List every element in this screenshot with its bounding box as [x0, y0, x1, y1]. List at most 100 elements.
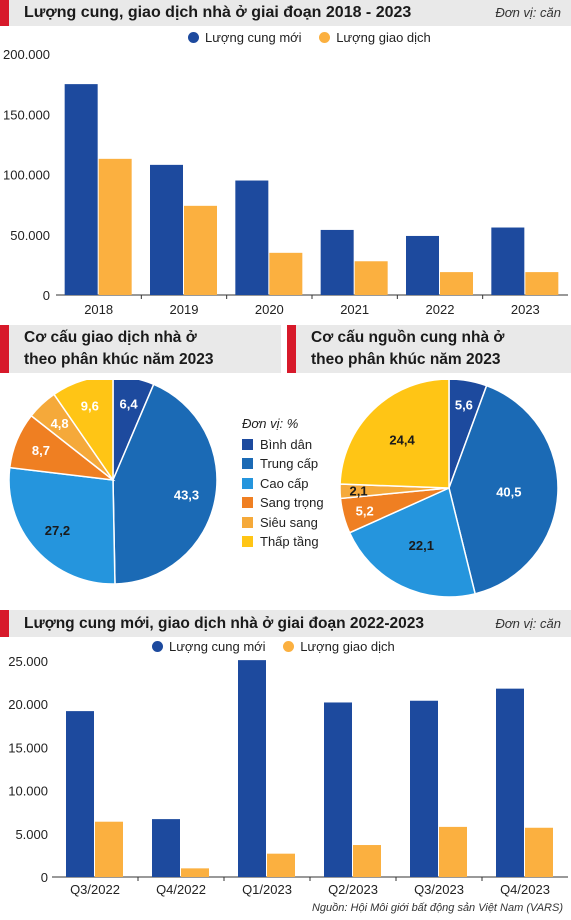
- supply-bar: [320, 229, 354, 295]
- pie-value-label: 6,4: [120, 397, 139, 412]
- y-tick-label: 10.000: [8, 784, 48, 799]
- transaction-bar: [267, 853, 295, 877]
- transaction-bar: [95, 821, 123, 877]
- quarterly-bar-chart: 0 5.000 10.000 15.000 20.000 25.000 Q3/2022 Q4/…: [8, 654, 568, 897]
- pie-legend-item: Trung cấp: [242, 456, 324, 475]
- section1-header: Lượng cung, giao dịch nhà ở giai đoạn 20…: [0, 0, 571, 26]
- pie-legend-item: Cao cấp: [242, 476, 324, 495]
- segment-swatch: [242, 458, 253, 470]
- pie-legend-label: Thấp tầng: [260, 533, 319, 549]
- pie-slice: [112, 383, 218, 585]
- supply-bar: [406, 235, 439, 295]
- y-tick-label: 200.000: [3, 47, 50, 62]
- supply-bar: [410, 700, 438, 877]
- pie-legend-item: Thấp tầng: [242, 534, 324, 553]
- pie-slice: [52, 380, 114, 483]
- header-accent-bar: [0, 325, 9, 373]
- pie-legend-label: Siêu sang: [260, 514, 318, 530]
- x-tick-label: Q1/2023: [242, 882, 292, 897]
- legend-transaction-label: Lượng giao dịch: [336, 30, 431, 45]
- legend-item-supply: Lượng cung mới: [188, 30, 302, 45]
- section4-header: Lượng cung mới, giao dịch nhà ở giai đoạ…: [0, 610, 571, 637]
- x-tick-label: Q2/2023: [328, 882, 378, 897]
- supply-swatch: [152, 641, 163, 652]
- section1-title: Lượng cung, giao dịch nhà ở giai đoạn 20…: [24, 4, 412, 21]
- transaction-bar: [525, 272, 559, 295]
- transaction-bar: [269, 252, 303, 295]
- transaction-bar: [353, 845, 381, 877]
- transaction-bar: [439, 826, 467, 877]
- pie-value-label: 5,6: [455, 397, 473, 412]
- pie-legend-item: Siêu sang: [242, 515, 324, 534]
- legend-item-supply: Lượng cung mới: [152, 639, 266, 654]
- chart1-legend: Lượng cung mới Lượng giao dịch: [188, 30, 445, 45]
- y-tick-label: 50.000: [10, 228, 50, 243]
- annual-bar-chart: 0 50.000 100.000 150.000 200.000 2018 2019 2020…: [3, 47, 568, 317]
- pie-legend-item: Bình dân: [242, 437, 324, 456]
- transaction-swatch: [319, 32, 331, 43]
- x-tick-label: Q4/2023: [500, 882, 550, 897]
- pie-charts: 6,4 43,3 27,2 8,74,8 9,6 5,6 40,5 22,1 5,2 2,1 24,…: [8, 380, 559, 598]
- legend-transaction-label: Lượng giao dịch: [300, 639, 395, 654]
- section2-title-line1: Cơ cấu giao dịch nhà ở: [24, 329, 197, 346]
- y-tick-label: 20.000: [8, 697, 48, 712]
- supply-swatch: [188, 32, 199, 43]
- pie-legend-label: Bình dân: [260, 437, 313, 452]
- x-tick-label: Q3/2023: [414, 882, 464, 897]
- transaction-bar: [184, 205, 217, 295]
- pie-value-label: 27,2: [45, 523, 70, 538]
- section4-unit: Đơn vị: căn: [495, 616, 561, 631]
- section2-header: Cơ cấu giao dịch nhà ở theo phân khúc nă…: [0, 325, 281, 373]
- legend-item-transaction: Lượng giao dịch: [319, 30, 431, 45]
- segment-swatch: [242, 516, 253, 528]
- pie-slice: [8, 466, 116, 585]
- pie-legend-unit: Đơn vị: %: [242, 416, 299, 431]
- section1-unit: Đơn vị: căn: [495, 5, 561, 20]
- pie-legend-label: Cao cấp: [260, 475, 309, 491]
- legend-supply-label: Lượng cung mới: [169, 639, 266, 654]
- transaction-bar: [181, 868, 209, 877]
- x-tick-label: 2021: [340, 302, 369, 317]
- y-tick-label: 100.000: [3, 168, 50, 183]
- header-accent-bar: [287, 325, 296, 373]
- supply-bar: [324, 702, 352, 877]
- y-tick-label: 0: [43, 288, 50, 303]
- pie-value-label: 9,6: [81, 399, 99, 414]
- pie-value-label: 43,3: [174, 487, 199, 502]
- supply-bar: [150, 164, 183, 295]
- x-tick-label: 2023: [511, 302, 540, 317]
- x-tick-label: Q4/2022: [156, 882, 206, 897]
- supply-bar: [491, 227, 525, 295]
- pie-value-label: 24,4: [389, 432, 415, 447]
- legend-supply-label: Lượng cung mới: [205, 30, 302, 45]
- y-tick-label: 15.000: [8, 740, 48, 755]
- y-tick-label: 25.000: [8, 654, 48, 669]
- pie-value-label: 4,8: [51, 416, 69, 431]
- transaction-bar: [525, 827, 553, 877]
- pie-legend-label: Sang trọng: [260, 495, 324, 511]
- supply-bar: [152, 819, 180, 877]
- supply-bar: [66, 711, 94, 877]
- pie-slice: [448, 384, 559, 595]
- segment-swatch: [242, 477, 253, 489]
- y-tick-label: 150.000: [3, 107, 50, 122]
- section4-title: Lượng cung mới, giao dịch nhà ở giai đoạ…: [24, 615, 424, 632]
- pie-value-label: 22,1: [409, 538, 434, 553]
- header-accent-bar: [0, 610, 9, 637]
- pie-value-label: 8,7: [32, 443, 50, 458]
- supply-bar: [64, 84, 98, 295]
- transaction-bar: [354, 261, 388, 295]
- source-note: Nguồn: Hội Môi giới bất động sản Việt Na…: [311, 902, 563, 914]
- pie-slice: [348, 486, 477, 598]
- pie-slice: [339, 380, 450, 489]
- x-tick-label: 2022: [426, 302, 455, 317]
- supply-bar: [496, 688, 524, 877]
- transaction-bar: [440, 272, 473, 295]
- y-tick-label: 5.000: [15, 827, 48, 842]
- pie-legend-item: Sang trọng: [242, 495, 324, 514]
- chart4-legend: Lượng cung mới Lượng giao dịch: [152, 639, 409, 654]
- header-accent-bar: [0, 0, 9, 26]
- supply-bar: [238, 660, 266, 877]
- x-tick-label: 2020: [255, 302, 284, 317]
- pie-value-label: 40,5: [496, 484, 521, 499]
